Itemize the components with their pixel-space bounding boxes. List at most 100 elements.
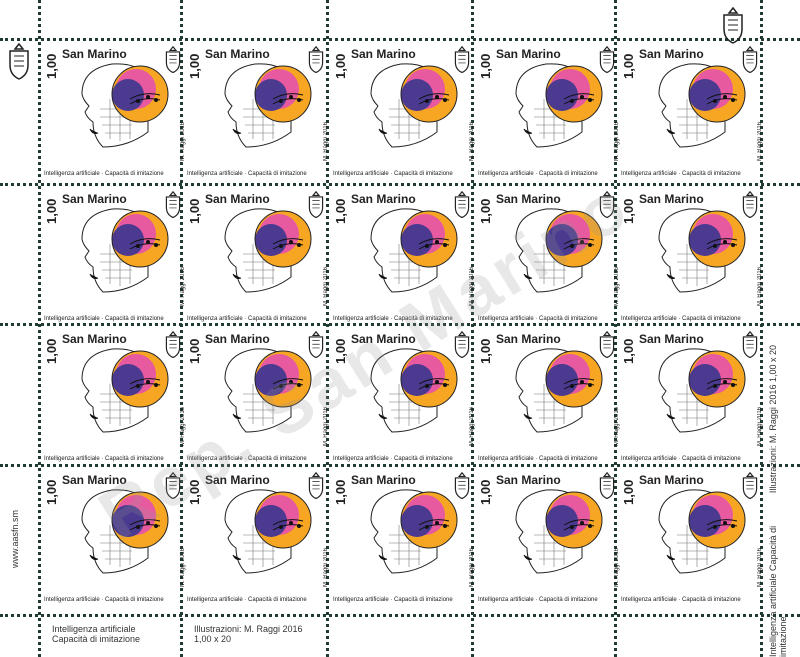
stamp[interactable]: 1,00 San Marino M. Raggi 2016 Int: [329, 41, 479, 181]
face-outline-icon: [637, 344, 757, 454]
seal-icon: [739, 330, 761, 365]
seal-icon: [718, 6, 748, 51]
denomination: 1,00: [621, 338, 636, 364]
country-name: San Marino: [205, 47, 270, 61]
stamp[interactable]: 1,00 San Marino M. Raggi 2016 Int: [329, 186, 479, 326]
music-notes-icon: [418, 378, 450, 390]
stamp[interactable]: 1,00 San Marino M. Raggi 2016 Int: [617, 41, 767, 181]
artist-credit: M. Raggi 2016: [757, 547, 763, 587]
stamp[interactable]: 1,00 San Marino M. Raggi 2016 Int: [474, 467, 624, 607]
country-name: San Marino: [496, 473, 561, 487]
denomination: 1,00: [333, 53, 348, 79]
artist-credit: M. Raggi 2016: [757, 121, 763, 161]
stamp[interactable]: 1,00 San Marino M. Raggi 2016 Int: [617, 186, 767, 326]
stamp[interactable]: 1,00 San Marino M. Raggi 2016 Int: [474, 186, 624, 326]
music-notes-icon: [418, 238, 450, 250]
denomination: 1,00: [478, 479, 493, 505]
country-name: San Marino: [205, 332, 270, 346]
seal-icon: [451, 471, 473, 506]
face-outline-icon: [494, 485, 614, 595]
perforation-col: [471, 0, 474, 657]
seal-icon: [596, 190, 618, 225]
music-notes-icon: [418, 519, 450, 531]
face-outline-icon: [349, 204, 469, 314]
stamp[interactable]: 1,00 San Marino M. Raggi 2016 Int: [183, 467, 333, 607]
music-notes-icon: [129, 93, 161, 105]
music-notes-icon: [706, 238, 738, 250]
country-name: San Marino: [62, 192, 127, 206]
stamp-caption: Intelligenza artificiale · Capacità di i…: [187, 171, 307, 177]
music-notes-icon: [706, 378, 738, 390]
perforation-row: [0, 464, 800, 467]
country-name: San Marino: [639, 47, 704, 61]
country-name: San Marino: [351, 192, 416, 206]
stamp[interactable]: 1,00 San Marino M. Raggi 2016 Int: [40, 186, 190, 326]
denomination: 1,00: [44, 53, 59, 79]
bottom-left-title: Intelligenza artificiale Capacità di imi…: [52, 624, 140, 644]
country-name: San Marino: [639, 473, 704, 487]
seal-icon: [162, 471, 184, 506]
face-outline-icon: [203, 204, 323, 314]
stamp-caption: Intelligenza artificiale · Capacità di i…: [44, 171, 164, 177]
seal-icon: [739, 471, 761, 506]
stamp-caption: Intelligenza artificiale · Capacità di i…: [333, 316, 453, 322]
stamp[interactable]: 1,00 San Marino M. Raggi 2016 Int: [474, 41, 624, 181]
stamp-caption: Intelligenza artificiale · Capacità di i…: [621, 597, 741, 603]
stamp[interactable]: 1,00 San Marino M. Raggi 2016 Int: [183, 186, 333, 326]
stamp[interactable]: 1,00 San Marino M. Raggi 2016 Int: [329, 326, 479, 466]
denomination: 1,00: [187, 53, 202, 79]
stamp-caption: Intelligenza artificiale · Capacità di i…: [333, 597, 453, 603]
seal-icon: [596, 45, 618, 80]
stamp[interactable]: 1,00 San Marino M. Raggi 2016 Int: [474, 326, 624, 466]
seal-icon: [305, 190, 327, 225]
right-title: Intelligenza artificiale Capacità di imi…: [768, 495, 788, 657]
margin-line: Intelligenza artificiale: [768, 573, 778, 657]
face-outline-icon: [203, 59, 323, 169]
perforation-row: [0, 183, 800, 186]
stamp-caption: Intelligenza artificiale · Capacità di i…: [333, 456, 453, 462]
country-name: San Marino: [62, 332, 127, 346]
denomination: 1,00: [187, 338, 202, 364]
margin-line: Capacità di imitazione: [52, 634, 141, 644]
music-notes-icon: [272, 378, 304, 390]
country-name: San Marino: [62, 473, 127, 487]
music-notes-icon: [563, 378, 595, 390]
stamp[interactable]: 1,00 San Marino M. Raggi 2016 Int: [40, 41, 190, 181]
country-name: San Marino: [351, 332, 416, 346]
denomination: 1,00: [44, 338, 59, 364]
seal-icon: [451, 190, 473, 225]
seal-icon: [596, 471, 618, 506]
face-outline-icon: [203, 344, 323, 454]
stamp-caption: Intelligenza artificiale · Capacità di i…: [621, 456, 741, 462]
music-notes-icon: [418, 93, 450, 105]
artist-credit: M. Raggi 2016: [757, 406, 763, 446]
stamp[interactable]: 1,00 San Marino M. Raggi 2016 Int: [617, 467, 767, 607]
stamp-caption: Intelligenza artificiale · Capacità di i…: [187, 316, 307, 322]
face-outline-icon: [60, 485, 180, 595]
bottom-center-credit: Illustrazioni: M. Raggi 2016 1,00 x 20: [194, 624, 303, 644]
face-outline-icon: [349, 344, 469, 454]
perforation-col: [38, 0, 41, 657]
stamp[interactable]: 1,00 San Marino M. Raggi 2016 Int: [617, 326, 767, 466]
music-notes-icon: [272, 238, 304, 250]
perforation-row: [0, 38, 800, 41]
denomination: 1,00: [187, 198, 202, 224]
stamp-caption: Intelligenza artificiale · Capacità di i…: [478, 456, 598, 462]
denomination: 1,00: [621, 479, 636, 505]
stamp[interactable]: 1,00 San Marino M. Raggi 2016 Int: [329, 467, 479, 607]
stamp[interactable]: 1,00 San Marino M. Raggi 2016 Int: [40, 326, 190, 466]
seal-icon: [4, 42, 34, 87]
stamp[interactable]: 1,00 San Marino M. Raggi 2016 Int: [183, 41, 333, 181]
denomination: 1,00: [44, 198, 59, 224]
stamp-caption: Intelligenza artificiale · Capacità di i…: [333, 171, 453, 177]
stamp[interactable]: 1,00 San Marino M. Raggi 2016 Int: [183, 326, 333, 466]
stamp[interactable]: 1,00 San Marino M. Raggi 2016 Int: [40, 467, 190, 607]
margin-line: 1,00 x 20: [194, 634, 232, 644]
denomination: 1,00: [621, 53, 636, 79]
music-notes-icon: [706, 519, 738, 531]
margin-line: 1,00 x 20: [768, 345, 778, 383]
face-outline-icon: [637, 59, 757, 169]
music-notes-icon: [129, 519, 161, 531]
music-notes-icon: [706, 93, 738, 105]
stamp-caption: Intelligenza artificiale · Capacità di i…: [187, 597, 307, 603]
